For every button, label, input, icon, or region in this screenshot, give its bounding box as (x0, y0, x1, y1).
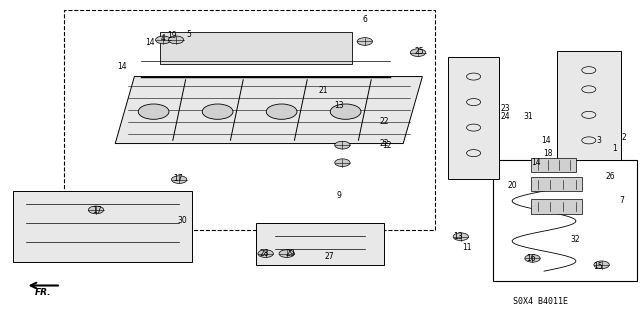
Circle shape (357, 38, 372, 45)
Text: 23: 23 (500, 104, 511, 113)
Text: 28: 28 (260, 249, 269, 258)
Circle shape (258, 250, 273, 257)
Circle shape (410, 49, 426, 56)
Text: 7: 7 (620, 197, 625, 205)
Text: 13: 13 (452, 232, 463, 241)
Bar (531, 199, 582, 214)
Text: 17: 17 (173, 174, 183, 183)
Circle shape (202, 104, 233, 119)
Text: 32: 32 (570, 235, 580, 244)
Text: 16: 16 (526, 254, 536, 263)
Text: 2: 2 (621, 133, 627, 142)
Bar (531, 177, 582, 191)
Polygon shape (160, 32, 352, 64)
Polygon shape (115, 77, 422, 144)
Circle shape (266, 104, 297, 119)
Text: S0X4 B4011E: S0X4 B4011E (513, 297, 568, 306)
Text: 11: 11 (463, 243, 472, 252)
Text: 20: 20 (507, 181, 517, 189)
Text: FR.: FR. (35, 288, 52, 297)
Text: 13: 13 (334, 101, 344, 110)
Circle shape (156, 36, 171, 44)
Text: 25: 25 (414, 47, 424, 56)
Text: 22: 22 (380, 117, 388, 126)
Text: 14: 14 (145, 38, 156, 47)
Text: 26: 26 (605, 172, 615, 181)
Text: 14: 14 (116, 63, 127, 71)
Text: 9: 9 (337, 191, 342, 200)
Text: 31: 31 (524, 112, 534, 121)
Text: 14: 14 (541, 136, 551, 145)
Text: 22: 22 (380, 139, 388, 148)
Circle shape (453, 233, 468, 241)
Text: 4: 4 (161, 34, 166, 43)
Text: 15: 15 (593, 262, 603, 271)
Circle shape (335, 159, 350, 167)
Circle shape (138, 104, 169, 119)
Text: 1: 1 (612, 144, 617, 153)
Circle shape (335, 141, 350, 149)
Circle shape (279, 250, 294, 257)
Text: 24: 24 (500, 112, 511, 121)
Circle shape (172, 176, 187, 183)
Text: 27: 27 (324, 252, 335, 261)
Text: 29: 29 (285, 249, 295, 258)
Text: 3: 3 (596, 136, 601, 145)
Polygon shape (557, 51, 621, 160)
Circle shape (168, 36, 184, 44)
Text: 12: 12 (383, 141, 392, 150)
Circle shape (330, 104, 361, 119)
Text: 19: 19 (166, 31, 177, 40)
Text: 17: 17 (92, 206, 102, 215)
Text: 6: 6 (362, 15, 367, 24)
Text: 21: 21 (319, 86, 328, 95)
Text: 30: 30 (177, 216, 188, 225)
Text: 5: 5 (186, 30, 191, 39)
Circle shape (525, 255, 540, 262)
Circle shape (594, 261, 609, 269)
Bar (531, 158, 576, 172)
Polygon shape (13, 191, 192, 262)
Text: 18: 18 (543, 149, 552, 158)
Polygon shape (448, 57, 499, 179)
Polygon shape (256, 223, 384, 265)
Circle shape (88, 206, 104, 214)
Text: 14: 14 (531, 158, 541, 167)
